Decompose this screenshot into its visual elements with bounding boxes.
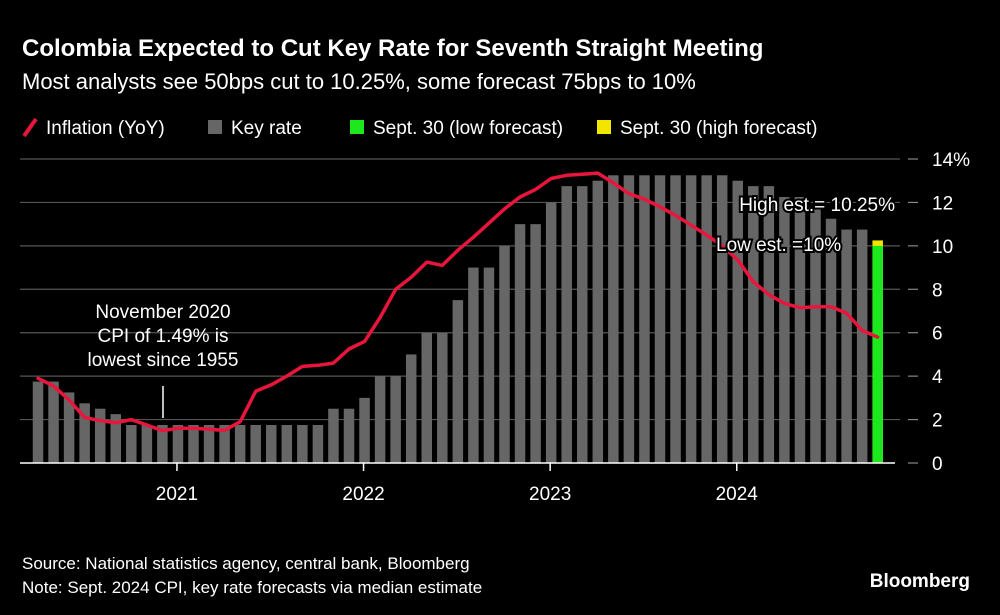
annotation-line: CPI of 1.49% is — [98, 326, 229, 347]
key-rate-bar — [685, 175, 697, 464]
key-rate-bar — [421, 332, 432, 463]
key-rate-bar — [157, 425, 168, 463]
key-rate-bar — [639, 175, 650, 464]
legend-high-forecast-swatch — [597, 120, 611, 134]
x-tick-label: 2024 — [716, 484, 759, 505]
key-rate-bar — [266, 425, 277, 463]
key-rate-bar — [483, 267, 495, 463]
key-rate-bar — [141, 425, 153, 463]
y-tick-label: 14% — [932, 150, 970, 171]
annotation-cpi-low: November 2020 CPI of 1.49% is lowest sin… — [87, 302, 239, 418]
key-rate-bar — [219, 425, 230, 463]
key-rate-bar — [63, 392, 75, 463]
key-rate-bar — [608, 175, 619, 464]
key-rate-bar — [748, 186, 759, 463]
key-rate-bar — [172, 425, 184, 463]
key-rate-bar — [701, 175, 712, 464]
key-rate-bar — [374, 376, 386, 463]
low-estimate-label: Low est. =10% — [716, 235, 841, 256]
key-rate-bar — [188, 425, 199, 463]
key-rate-bar — [856, 229, 868, 463]
key-rate-bar — [514, 224, 526, 463]
key-rate-bar — [359, 397, 370, 463]
source-note: Source: National statistics agency, cent… — [22, 554, 470, 573]
key-rate-bar — [779, 197, 790, 463]
key-rate-bar — [32, 381, 44, 463]
y-tick-label: 0 — [932, 454, 943, 475]
key-rate-bar — [203, 425, 215, 463]
key-rate-bar — [234, 425, 246, 463]
y-tick-label: 8 — [932, 280, 943, 301]
key-rate-bar — [312, 425, 324, 463]
key-rate-bar — [405, 354, 417, 463]
key-rate-bar — [794, 197, 806, 463]
low-forecast-bar — [872, 245, 883, 463]
key-rate-bar — [654, 175, 666, 464]
key-rate-bar — [48, 381, 59, 463]
key-rate-bar — [841, 229, 852, 463]
key-rate-bar — [530, 224, 541, 463]
x-tick-label: 2021 — [156, 484, 198, 505]
legend-low-forecast-label: Sept. 30 (low forecast) — [373, 118, 563, 139]
legend-low-forecast-swatch — [350, 120, 364, 134]
key-rate-bar — [623, 175, 635, 464]
key-rate-bar — [328, 408, 339, 463]
legend-key-rate-label: Key rate — [231, 118, 302, 139]
key-rate-bar — [79, 403, 90, 463]
legend-inflation-swatch — [22, 117, 38, 138]
y-tick-label: 4 — [932, 367, 943, 388]
high-estimate-label: High est.= 10.25% — [739, 195, 895, 216]
y-tick-label: 12 — [932, 193, 953, 214]
chart-subtitle: Most analysts see 50bps cut to 10.25%, s… — [22, 69, 696, 94]
forecast-bar — [872, 240, 883, 463]
key-rate-bar — [592, 180, 604, 463]
key-rate-bar — [343, 408, 355, 463]
legend-high-forecast-label: Sept. 30 (high forecast) — [620, 118, 818, 139]
chart-title: Colombia Expected to Cut Key Rate for Se… — [22, 35, 763, 62]
key-rate-bar — [390, 376, 401, 463]
key-rate-bar — [94, 408, 106, 463]
annotation-line: November 2020 — [95, 302, 230, 323]
key-rate-bar — [452, 300, 464, 463]
key-rate-bar — [670, 175, 681, 464]
y-axis: 0 2 4 6 8 10 12 14% — [908, 150, 970, 475]
legend: Inflation (YoY) Key rate Sept. 30 (low f… — [22, 117, 818, 139]
key-rate-bar — [499, 245, 510, 463]
key-rate-bar — [810, 207, 821, 463]
key-rate-bar — [281, 425, 293, 463]
y-tick-label: 10 — [932, 237, 953, 258]
key-rate-bar — [825, 218, 837, 463]
key-rate-bars — [32, 175, 868, 464]
key-rate-bar — [297, 425, 308, 463]
legend-inflation-label: Inflation (YoY) — [46, 118, 165, 139]
key-rate-bar — [561, 186, 572, 463]
x-tick-label: 2022 — [342, 484, 384, 505]
annotation-line: lowest since 1955 — [87, 350, 238, 371]
key-rate-bar — [732, 180, 743, 463]
x-tick-label: 2023 — [529, 484, 571, 505]
key-rate-bar — [545, 202, 557, 463]
key-rate-bar — [437, 332, 448, 463]
key-rate-bar — [110, 414, 121, 463]
key-rate-bar — [126, 425, 137, 463]
y-tick-label: 6 — [932, 324, 943, 345]
legend-key-rate-swatch — [208, 120, 222, 134]
inflation-line — [36, 171, 880, 433]
key-rate-bar — [716, 175, 728, 464]
bloomberg-logo: Bloomberg — [870, 571, 970, 592]
key-rate-bar — [577, 186, 588, 463]
x-axis: 2021 2022 2023 2024 — [156, 463, 759, 505]
footnote: Note: Sept. 2024 CPI, key rate forecasts… — [22, 578, 482, 597]
y-tick-label: 2 — [932, 411, 943, 432]
key-rate-bar — [763, 186, 775, 463]
key-rate-bar — [468, 267, 479, 463]
key-rate-bar — [250, 425, 261, 463]
